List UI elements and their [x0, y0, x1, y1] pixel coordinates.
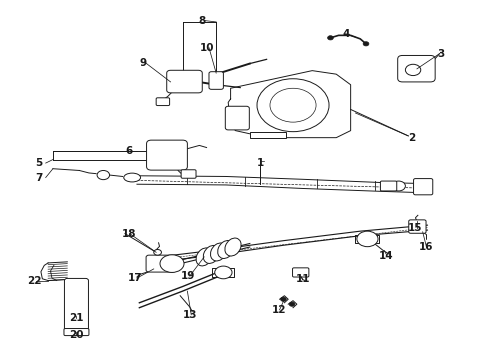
Circle shape [405, 64, 421, 76]
Text: 14: 14 [378, 251, 393, 261]
Text: 9: 9 [140, 58, 147, 68]
Circle shape [328, 36, 333, 40]
Text: 19: 19 [181, 271, 196, 281]
Text: 4: 4 [342, 29, 349, 39]
FancyBboxPatch shape [380, 181, 397, 191]
Ellipse shape [225, 238, 241, 256]
Circle shape [392, 181, 405, 191]
Circle shape [97, 171, 110, 180]
Text: 21: 21 [69, 313, 83, 323]
Text: 20: 20 [69, 330, 83, 340]
Text: 22: 22 [27, 275, 42, 285]
Text: 11: 11 [295, 274, 310, 284]
Circle shape [270, 88, 316, 122]
Text: 8: 8 [198, 15, 205, 26]
Bar [250, 132, 286, 138]
Ellipse shape [203, 246, 220, 264]
Text: 3: 3 [437, 49, 444, 59]
FancyBboxPatch shape [167, 70, 202, 93]
FancyBboxPatch shape [293, 268, 309, 277]
Text: 18: 18 [122, 229, 136, 239]
Text: 1: 1 [257, 158, 264, 168]
Circle shape [363, 42, 369, 46]
FancyBboxPatch shape [409, 220, 426, 233]
Text: 6: 6 [125, 146, 132, 156]
Text: 7: 7 [35, 172, 42, 183]
Polygon shape [228, 71, 351, 138]
Ellipse shape [218, 240, 234, 258]
Circle shape [154, 249, 161, 255]
Circle shape [257, 79, 329, 132]
Text: 15: 15 [408, 223, 423, 233]
Text: 12: 12 [271, 305, 286, 315]
Text: 2: 2 [408, 133, 415, 143]
Circle shape [357, 231, 378, 247]
Ellipse shape [211, 243, 227, 261]
FancyBboxPatch shape [181, 170, 196, 178]
FancyBboxPatch shape [398, 55, 435, 82]
FancyBboxPatch shape [147, 140, 187, 170]
Circle shape [215, 266, 232, 279]
Text: 17: 17 [128, 273, 143, 283]
Text: 10: 10 [199, 43, 214, 53]
FancyBboxPatch shape [209, 72, 223, 89]
FancyBboxPatch shape [225, 106, 249, 130]
Circle shape [281, 297, 286, 301]
Ellipse shape [196, 248, 212, 266]
Ellipse shape [124, 173, 141, 182]
FancyBboxPatch shape [65, 278, 89, 334]
FancyBboxPatch shape [156, 98, 170, 105]
FancyBboxPatch shape [146, 255, 175, 272]
Text: 13: 13 [183, 310, 197, 320]
Circle shape [160, 255, 184, 273]
Circle shape [289, 302, 295, 306]
Text: 16: 16 [419, 242, 434, 252]
FancyBboxPatch shape [64, 329, 89, 336]
FancyBboxPatch shape [414, 179, 433, 195]
Text: 5: 5 [35, 158, 42, 168]
